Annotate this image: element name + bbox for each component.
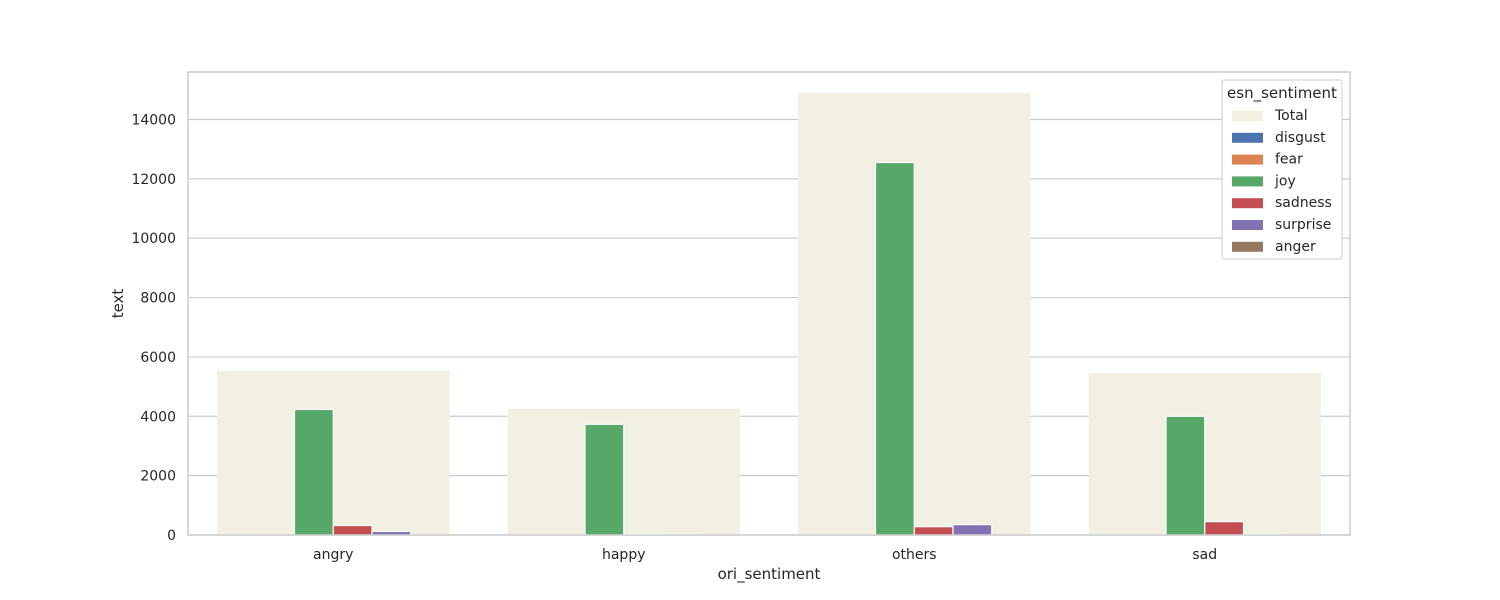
legend: esn_sentiment Total disgust fear joy sadness…: [1221, 79, 1343, 260]
x-tick-label: happy: [602, 547, 646, 563]
bar-sadness: [332, 524, 373, 536]
x-tick-labels: angry happy others sad: [313, 547, 1217, 563]
bar-sadness: [1204, 521, 1245, 536]
y-tick-label: 10000: [131, 231, 176, 247]
bar-surprise: [952, 524, 993, 536]
legend-swatch: [1232, 132, 1263, 143]
bar-joy: [1165, 415, 1206, 536]
legend-label: disgust: [1275, 130, 1326, 146]
plot-frame: [187, 71, 1351, 536]
legend-swatch: [1232, 154, 1263, 165]
legend-label: anger: [1275, 239, 1316, 255]
legend-label: fear: [1275, 152, 1303, 168]
bar-joy: [584, 423, 625, 536]
y-tick-label: 14000: [131, 112, 176, 128]
legend-label: surprise: [1275, 217, 1331, 233]
legend-swatch: [1232, 198, 1263, 209]
y-tick-label: 8000: [140, 291, 176, 307]
legend-swatch: [1232, 241, 1263, 252]
legend-box: [1221, 79, 1343, 260]
y-axis-label: text: [109, 289, 127, 319]
x-tick-label: others: [892, 547, 937, 563]
bar-joy: [874, 161, 915, 536]
legend-items: Total disgust fear joy sadness surprise anger: [1232, 108, 1332, 255]
legend-swatch: [1232, 111, 1263, 121]
x-tick-label: angry: [313, 547, 353, 563]
bar-sadness: [913, 526, 954, 536]
y-tick-label: 4000: [140, 409, 176, 425]
y-tick-label: 0: [167, 528, 176, 544]
y-tick-label: 6000: [140, 350, 176, 366]
legend-label: sadness: [1275, 195, 1332, 211]
y-tick-labels: 0 2000 4000 6000 8000 10000 12000 14000: [131, 112, 176, 544]
x-axis-label: ori_sentiment: [718, 565, 821, 584]
x-tick-label: sad: [1192, 547, 1217, 563]
total-bars: [217, 92, 1321, 536]
legend-label: joy: [1274, 173, 1296, 189]
legend-label: Total: [1274, 108, 1308, 124]
y-tick-label: 2000: [140, 469, 176, 485]
legend-swatch: [1232, 220, 1263, 230]
legend-swatch: [1232, 176, 1263, 187]
y-tick-label: 12000: [131, 172, 176, 188]
legend-title: esn_sentiment: [1227, 84, 1337, 103]
bar-joy: [293, 408, 334, 536]
